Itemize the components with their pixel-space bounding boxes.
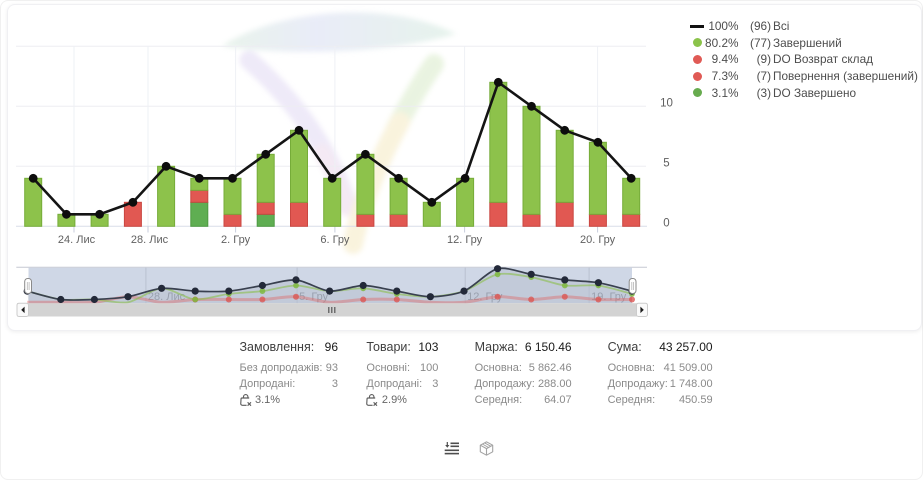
svg-text:12. Гру: 12. Гру <box>447 234 483 246</box>
svg-text:12. Гру: 12. Гру <box>467 291 503 303</box>
svg-text:5. Гру: 5. Гру <box>299 291 329 303</box>
svg-text:24. Лис: 24. Лис <box>58 234 96 246</box>
svg-text:28. Лис: 28. Лис <box>131 234 169 246</box>
svg-text:0: 0 <box>663 217 669 229</box>
svg-text:6. Гру: 6. Гру <box>320 234 350 246</box>
svg-text:5: 5 <box>663 157 669 169</box>
svg-text:2. Гру: 2. Гру <box>221 234 251 246</box>
svg-text:20. Гру: 20. Гру <box>580 234 616 246</box>
svg-text:10: 10 <box>660 97 673 109</box>
svg-text:28. Лис: 28. Лис <box>148 291 186 303</box>
